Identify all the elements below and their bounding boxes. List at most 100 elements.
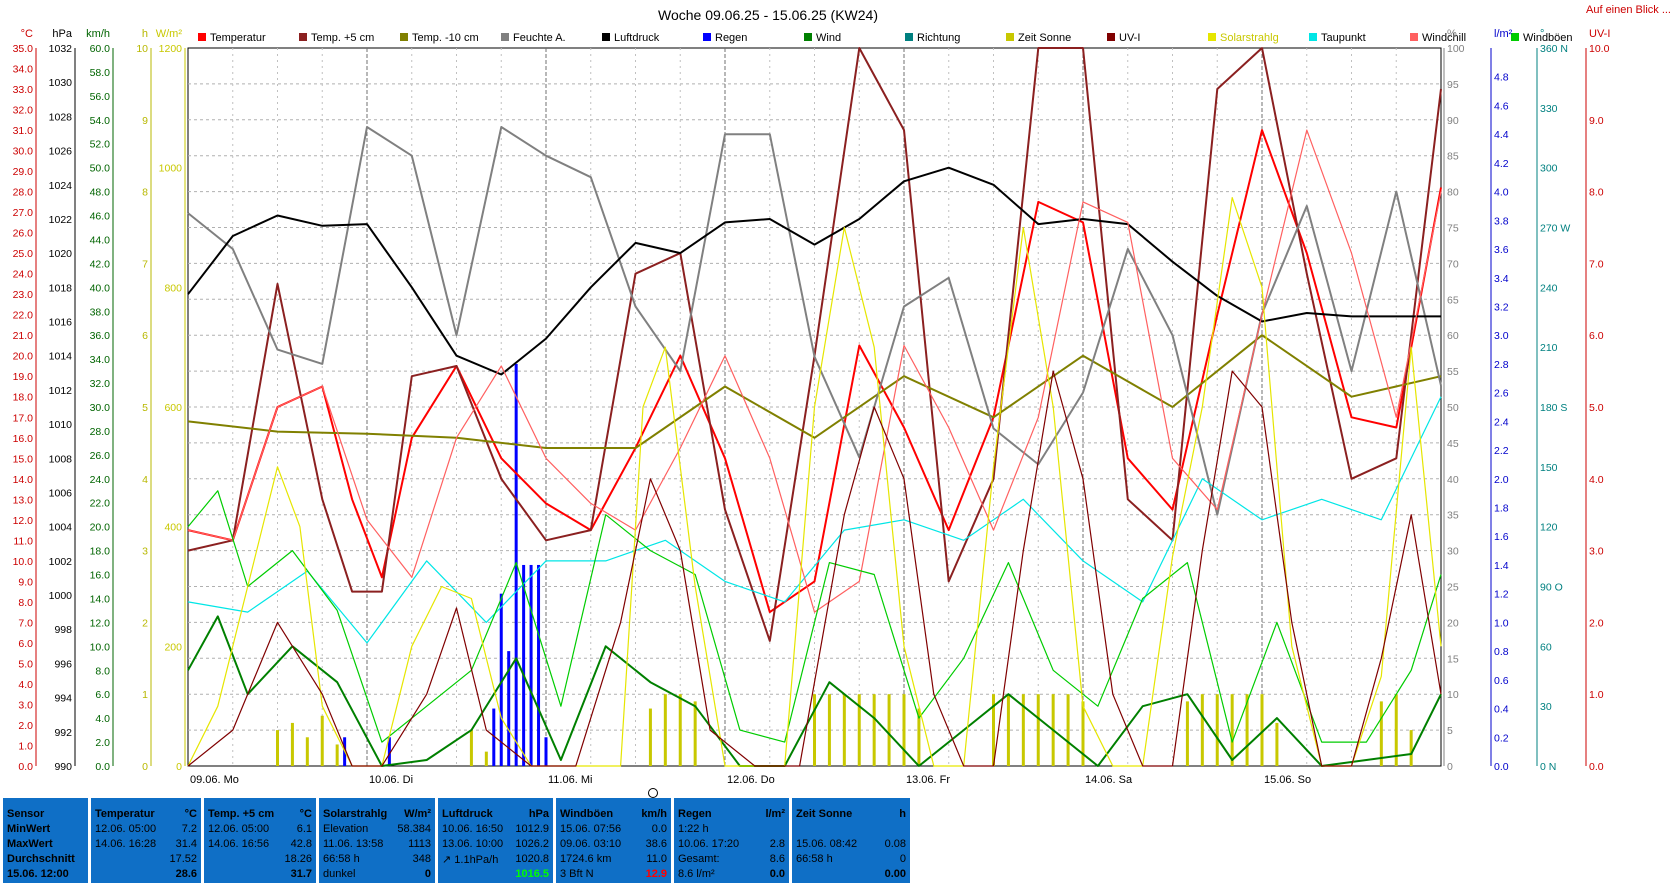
y-tick-label: 7.0 xyxy=(1589,258,1604,270)
y-tick-label: 2.6 xyxy=(1494,388,1509,400)
solar-r4-value: 0 xyxy=(424,868,431,880)
y-axis-unit: W/m² xyxy=(156,28,183,40)
rain-unit: l/m² xyxy=(765,808,785,820)
y-tick-label: 40 xyxy=(1447,474,1459,486)
y-tick-label: 7.0 xyxy=(18,617,33,629)
bar-zeit-sonne xyxy=(290,722,294,766)
y-axis-unit: °C xyxy=(21,28,33,40)
y-tick-label: 180 S xyxy=(1540,402,1567,414)
bar-regen xyxy=(492,708,496,766)
bar-zeit-sonne xyxy=(887,694,891,766)
bar-zeit-sonne xyxy=(1275,722,1279,766)
stats-wind: Windböen km/h 15.06. 07:56 0.0 09.06. 03:1… xyxy=(556,798,671,883)
solar-head: Solarstrahlg xyxy=(323,808,388,820)
temp5-max-time: 14.06. 16:56 xyxy=(208,838,270,850)
temp5-min-time: 12.06. 05:00 xyxy=(208,823,270,835)
y-tick-label: 13.0 xyxy=(13,494,34,506)
y-tick-label: 2.0 xyxy=(18,720,33,732)
bar-zeit-sonne xyxy=(305,737,309,766)
y-tick-label: 4.0 xyxy=(18,679,33,691)
y-tick-label: 998 xyxy=(54,624,72,636)
y-tick-label: 360 N xyxy=(1540,43,1568,55)
chart-title: Woche 09.06.25 - 15.06.25 (KW24) xyxy=(658,7,878,23)
y-tick-label: 46.0 xyxy=(90,211,111,223)
press-r3: ↗ 1.1hPa/h xyxy=(442,854,499,866)
y-tick-label: 3.8 xyxy=(1494,215,1509,227)
legend-label: Regen xyxy=(715,32,747,44)
bar-zeit-sonne xyxy=(648,708,652,766)
y-tick-label: 10 xyxy=(136,43,148,55)
wind-r3: 1724.6 km xyxy=(560,853,612,865)
y-tick-label: 9.0 xyxy=(18,576,33,588)
y-tick-label: 17.0 xyxy=(13,412,34,424)
y-tick-label: 10.0 xyxy=(1589,43,1610,55)
y-tick-label: 1018 xyxy=(49,282,73,294)
x-tick-label: 14.06. Sa xyxy=(1085,774,1133,786)
bar-zeit-sonne xyxy=(469,730,473,766)
y-tick-label: 1008 xyxy=(49,453,73,465)
y-tick-label: 75 xyxy=(1447,223,1459,235)
y-tick-label: 1.2 xyxy=(1494,589,1509,601)
y-tick-label: 26.0 xyxy=(90,450,111,462)
y-axis-unit: hPa xyxy=(52,28,72,40)
x-tick-label: 13.06. Fr xyxy=(906,774,950,786)
y-tick-label: 26.0 xyxy=(13,228,34,240)
y-tick-label: 240 xyxy=(1540,282,1558,294)
y-tick-label: 31.0 xyxy=(13,125,34,137)
y-tick-label: 8.0 xyxy=(1589,187,1604,199)
y-tick-label: 6.0 xyxy=(1589,330,1604,342)
bar-zeit-sonne xyxy=(872,694,876,766)
bar-zeit-sonne xyxy=(902,694,906,766)
temp-avg-value: 17.52 xyxy=(169,853,197,865)
y-tick-label: 4.0 xyxy=(1494,187,1509,199)
y-tick-label: 400 xyxy=(164,522,182,534)
y-tick-label: 2 xyxy=(142,617,148,629)
time-marker-icon[interactable] xyxy=(648,788,658,798)
y-tick-label: 20.0 xyxy=(13,351,34,363)
bar-zeit-sonne xyxy=(663,694,667,766)
y-tick-label: 1 xyxy=(142,689,148,701)
y-tick-label: 1020 xyxy=(49,248,73,260)
y-tick-label: 60 xyxy=(1447,330,1459,342)
y-tick-label: 28.0 xyxy=(13,187,34,199)
bar-regen xyxy=(537,564,541,766)
at-a-glance-link[interactable]: Auf einen Blick ... xyxy=(1586,4,1671,16)
solar-r1: Elevation xyxy=(323,823,369,835)
y-tick-label: 20.0 xyxy=(90,522,111,534)
y-tick-label: 36.0 xyxy=(90,330,111,342)
y-tick-label: 330 xyxy=(1540,103,1558,115)
y-tick-label: 30 xyxy=(1447,546,1459,558)
y-tick-label: 44.0 xyxy=(90,234,111,246)
bar-zeit-sonne xyxy=(1215,694,1219,766)
y-tick-label: 4.8 xyxy=(1494,72,1509,84)
solar-r4: dunkel xyxy=(323,868,356,880)
y-tick-label: 18.0 xyxy=(90,546,111,558)
solar-r2-value: 1113 xyxy=(408,838,431,850)
y-tick-label: 23.0 xyxy=(13,289,34,301)
y-tick-label: 5.0 xyxy=(1589,402,1604,414)
x-tick-label: 15.06. So xyxy=(1264,774,1311,786)
bar-zeit-sonne xyxy=(1379,701,1383,766)
solar-r2: 11.06. 13:58 xyxy=(323,838,384,850)
x-tick-label: 09.06. Mo xyxy=(190,774,239,786)
sun-head: Zeit Sonne xyxy=(796,808,853,820)
bar-regen xyxy=(387,737,391,766)
sun-r2-value: 0.08 xyxy=(884,838,906,850)
y-tick-label: 3.0 xyxy=(18,699,33,711)
legend-label: UV-I xyxy=(1119,32,1140,44)
y-tick-label: 1012 xyxy=(49,385,73,397)
y-tick-label: 1.4 xyxy=(1494,560,1509,572)
y-tick-label: 30 xyxy=(1540,701,1552,713)
bar-zeit-sonne xyxy=(1260,694,1264,766)
y-tick-label: 25 xyxy=(1447,582,1459,594)
avg-label: Durchschnitt xyxy=(7,853,75,865)
y-tick-label: 95 xyxy=(1447,79,1459,91)
bar-regen xyxy=(522,564,526,766)
y-tick-label: 1010 xyxy=(49,419,73,431)
line-feuchte-a- xyxy=(187,126,1442,516)
solar-unit: W/m² xyxy=(404,808,431,820)
line-solarstrahlg xyxy=(187,197,1442,767)
y-axis-unit: ° xyxy=(1540,28,1544,40)
bar-zeit-sonne xyxy=(1245,694,1249,766)
y-tick-label: 5 xyxy=(142,402,148,414)
